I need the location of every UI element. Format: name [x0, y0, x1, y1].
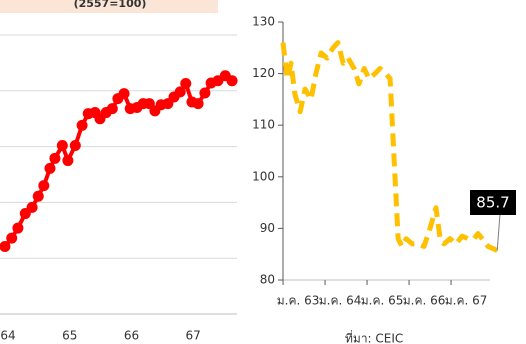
x-tick-label: 64 — [0, 329, 15, 343]
y-tick-label: 110 — [252, 118, 275, 132]
data-point — [192, 98, 204, 110]
x-tick-label: ม.ค. 67 — [445, 294, 488, 308]
label-box — [470, 190, 516, 215]
data-point — [49, 152, 61, 164]
data-point — [62, 155, 74, 167]
x-tick-label: 65 — [62, 329, 77, 343]
chart-title: (2557=100) — [74, 0, 147, 10]
x-tick-label: ม.ค. 65 — [361, 294, 404, 308]
data-point — [32, 190, 44, 202]
y-tick-label: 130 — [252, 15, 275, 29]
data-point — [0, 240, 11, 252]
data-point — [106, 103, 118, 115]
data-point — [44, 162, 56, 174]
data-point — [118, 88, 130, 100]
data-point — [38, 180, 50, 192]
data-point — [76, 119, 88, 131]
data-point — [56, 139, 68, 151]
x-tick-label: 67 — [186, 329, 201, 343]
y-tick-label: 100 — [252, 169, 275, 183]
data-point — [6, 232, 18, 244]
data-point — [180, 78, 192, 90]
x-tick-label: ม.ค. 63 — [277, 294, 320, 308]
label-leader — [496, 213, 501, 251]
x-tick-label: ม.ค. 66 — [403, 294, 446, 308]
y-tick-label: 80 — [260, 273, 275, 287]
data-point — [69, 139, 81, 151]
title-box — [0, 0, 218, 13]
y-tick-label: 120 — [252, 66, 275, 80]
y-tick-label: 90 — [260, 221, 275, 235]
data-point — [26, 201, 38, 213]
data-point — [226, 75, 238, 87]
data-point — [12, 222, 24, 234]
x-tick-label: ม.ค. 64 — [319, 294, 362, 308]
data-point — [174, 86, 186, 98]
data-label: 85.7 — [476, 194, 509, 212]
data-line — [280, 40, 499, 253]
x-tick-label: 66 — [124, 329, 139, 343]
source-note: ที่มา: CEIC — [345, 330, 403, 344]
data-point — [199, 87, 211, 99]
